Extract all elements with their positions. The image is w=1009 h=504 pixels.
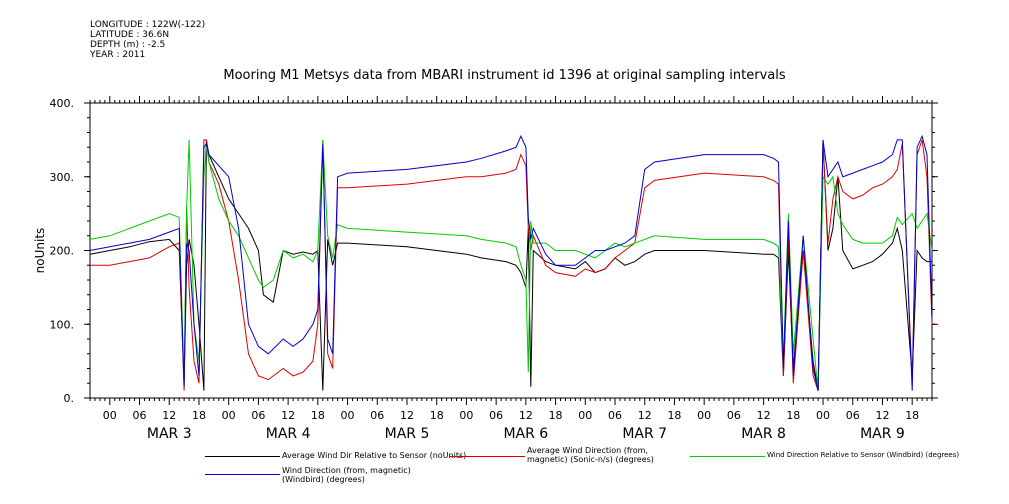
- legend-swatch-green: [690, 456, 765, 457]
- x-date-label: MAR 8: [741, 426, 786, 442]
- x-tick-label: 00: [222, 409, 236, 422]
- x-tick-label: 18: [667, 409, 681, 422]
- x-tick-label: 00: [816, 409, 830, 422]
- series-line-2: [89, 139, 933, 391]
- x-tick-label: 12: [875, 409, 889, 422]
- x-date-label: MAR 4: [266, 426, 311, 442]
- x-tick-label: 06: [489, 409, 503, 422]
- x-tick-label: 06: [727, 409, 741, 422]
- y-tick-label: 400.: [50, 97, 75, 110]
- x-tick-label: 06: [133, 409, 147, 422]
- x-tick-label: 18: [311, 409, 325, 422]
- legend-label: Average Wind Dir Relative to Sensor (noU…: [282, 451, 467, 460]
- x-tick-label: 06: [608, 409, 622, 422]
- x-tick-label: 18: [786, 409, 800, 422]
- y-tick-label: 0.: [64, 392, 75, 405]
- metadata-line: YEAR : 2011: [90, 50, 146, 60]
- chart-title: Mooring M1 Metsys data from MBARI instru…: [223, 68, 786, 83]
- metadata-line: LATITUDE : 36.6N: [90, 30, 170, 40]
- x-tick-label: 00: [341, 409, 355, 422]
- x-date-label: MAR 9: [860, 426, 905, 442]
- y-tick-label: 200.: [50, 245, 75, 258]
- metadata-line: DEPTH (m) : -2.5: [90, 40, 166, 50]
- x-tick-label: 12: [638, 409, 652, 422]
- legend-label: Wind Direction (from, magnetic) (Windbir…: [282, 466, 411, 484]
- plot-frame: [89, 102, 933, 399]
- x-tick-label: 06: [846, 409, 860, 422]
- x-tick-label: 12: [757, 409, 771, 422]
- x-date-label: MAR 7: [622, 426, 667, 442]
- x-date-label: MAR 6: [503, 426, 548, 442]
- x-tick-label: 12: [519, 409, 533, 422]
- x-tick-label: 00: [697, 409, 711, 422]
- x-tick-label: 12: [400, 409, 414, 422]
- x-tick-label: 06: [251, 409, 265, 422]
- x-tick-label: 00: [578, 409, 592, 422]
- x-tick-label: 00: [459, 409, 473, 422]
- x-tick-label: 18: [430, 409, 444, 422]
- x-tick-label: 12: [281, 409, 295, 422]
- y-tick-label: 100.: [50, 318, 75, 331]
- x-date-label: MAR 5: [385, 426, 430, 442]
- x-tick-label: 00: [103, 409, 117, 422]
- y-tick-label: 300.: [50, 171, 75, 184]
- legend-swatch-black: [205, 456, 280, 457]
- x-tick-label: 12: [162, 409, 176, 422]
- x-tick-label: 18: [192, 409, 206, 422]
- series-line-3: [89, 134, 933, 391]
- legend-label: Wind Direction Relative to Sensor (Windb…: [767, 451, 960, 459]
- metadata-block: LONGITUDE : 122W(-122) LATITUDE : 36.6N …: [90, 20, 205, 60]
- legend-swatch-red: [450, 456, 525, 457]
- legend-label: Average Wind Direction (from, magnetic) …: [527, 446, 654, 464]
- legend-swatch-blue: [205, 474, 280, 475]
- x-tick-label: 18: [549, 409, 563, 422]
- metadata-line: LONGITUDE : 122W(-122): [90, 20, 206, 30]
- x-tick-label: 18: [905, 409, 919, 422]
- y-axis-label: noUnits: [33, 228, 47, 274]
- x-date-label: MAR 3: [147, 426, 192, 442]
- x-tick-label: 06: [370, 409, 384, 422]
